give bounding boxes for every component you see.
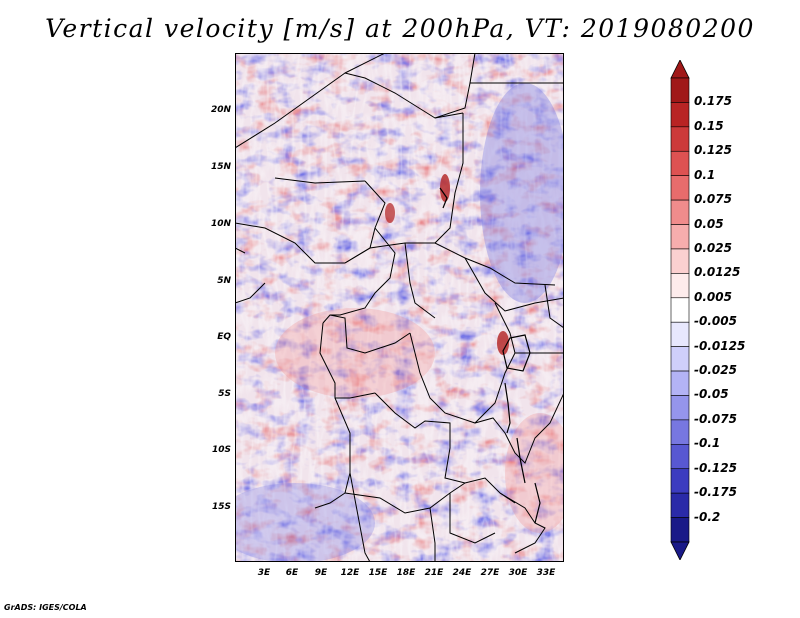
lon-label-18e: 18E	[396, 568, 416, 578]
lon-label-30e: 30E	[508, 568, 528, 578]
colorbar-swatch	[670, 321, 690, 347]
colorbar-swatch	[670, 273, 690, 299]
colorbar-swatch	[670, 224, 690, 250]
lat-label-10s: 10S	[211, 445, 231, 455]
colorbar-level-label: 0.005	[694, 289, 732, 304]
positive-region-congo	[275, 308, 435, 398]
colorbar-level-label: 0.025	[694, 240, 732, 255]
lat-label-eq: EQ	[217, 332, 231, 342]
map-title: Vertical velocity [m/s] at 200hPa, VT: 2…	[45, 14, 755, 43]
colorbar-swatch	[670, 444, 690, 470]
colorbar-swatch	[670, 102, 690, 128]
colorbar-swatch	[670, 517, 690, 543]
lon-label-21e: 21E	[424, 568, 444, 578]
updraft-core-lakes	[497, 331, 509, 355]
colorbar-level-label: -0.0125	[694, 338, 746, 353]
colorbar-swatch	[670, 77, 690, 103]
colorbar-swatch	[670, 395, 690, 421]
colorbar-level-label: -0.175	[694, 485, 737, 500]
colorbar-level-label: -0.075	[694, 411, 737, 426]
colorbar-level-label: 0.125	[694, 143, 732, 158]
colorbar-max-arrow	[670, 60, 690, 79]
lon-label-6e: 6E	[285, 568, 299, 578]
updraft-core-cameroon	[385, 203, 395, 223]
colorbar-level-label: 0.15	[694, 118, 724, 133]
lat-label-5n: 5N	[217, 276, 231, 286]
colorbar-min-arrow	[670, 541, 690, 560]
updraft-core-chad	[440, 174, 450, 202]
lon-label-27e: 27E	[480, 568, 500, 578]
colorbar-swatch	[670, 468, 690, 494]
colorbar-swatch	[670, 297, 690, 323]
negative-region-east	[480, 83, 564, 303]
colorbar-level-label: -0.1	[694, 436, 721, 451]
colorbar	[670, 60, 690, 560]
positive-region-southeast	[505, 413, 564, 533]
colorbar-level-label: 0.1	[694, 167, 716, 182]
grads-credit: GrADS: IGES/COLA	[4, 603, 87, 612]
colorbar-level-label: 0.175	[694, 94, 732, 109]
lat-label-5s: 5S	[218, 389, 231, 399]
negative-region-southwest	[235, 483, 375, 562]
map-panel	[235, 53, 564, 562]
colorbar-level-label: -0.125	[694, 460, 737, 475]
colorbar-level-label: 0.0125	[694, 265, 741, 280]
colorbar-swatch	[670, 126, 690, 152]
colorbar-swatch	[670, 370, 690, 396]
country-borders	[235, 53, 564, 562]
colorbar-swatch	[670, 175, 690, 201]
colorbar-level-label: 0.075	[694, 192, 732, 207]
lon-label-24e: 24E	[452, 568, 472, 578]
lat-label-15n: 15N	[210, 162, 231, 172]
colorbar-swatch	[670, 346, 690, 372]
colorbar-swatch	[670, 419, 690, 445]
lon-label-33e: 33E	[536, 568, 556, 578]
lon-label-15e: 15E	[368, 568, 388, 578]
colorbar-level-label: -0.005	[694, 314, 737, 329]
colorbar-level-label: -0.2	[694, 509, 721, 524]
colorbar-swatch	[670, 199, 690, 225]
colorbar-swatch	[670, 492, 690, 518]
lat-label-10n: 10N	[210, 219, 231, 229]
colorbar-swatch	[670, 150, 690, 176]
colorbar-level-label: -0.025	[694, 363, 737, 378]
lon-label-3e: 3E	[257, 568, 271, 578]
field-streaks	[235, 53, 564, 562]
colorbar-swatch	[670, 248, 690, 274]
map-border	[235, 53, 564, 562]
colorbar-level-label: 0.05	[694, 216, 724, 231]
lakes	[439, 187, 541, 524]
lon-label-9e: 9E	[314, 568, 328, 578]
lat-label-20n: 20N	[210, 105, 231, 115]
lon-label-12e: 12E	[340, 568, 360, 578]
vertical-velocity-map	[235, 53, 564, 562]
lat-label-15s: 15S	[211, 502, 231, 512]
colorbar-level-label: -0.05	[694, 387, 729, 402]
